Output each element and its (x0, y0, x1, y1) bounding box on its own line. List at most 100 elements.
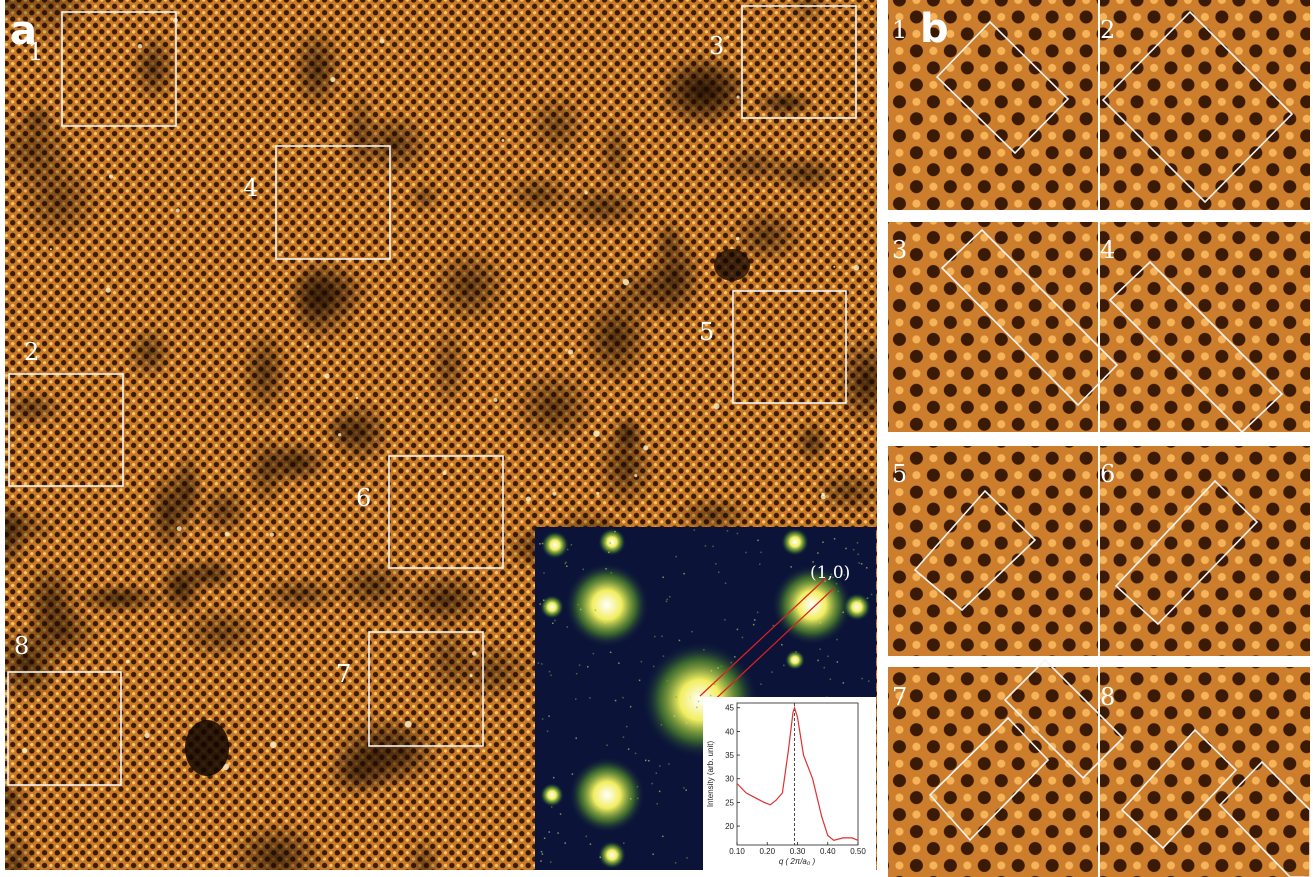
tile-label: 7 (892, 683, 907, 711)
noise-dot (836, 639, 838, 641)
y-tick-label: 20 (725, 822, 734, 831)
noise-dot (705, 545, 707, 547)
bright-spot (714, 403, 720, 409)
noise-dot (759, 564, 761, 566)
bright-spot (509, 840, 512, 843)
bright-spot (526, 496, 531, 501)
noise-dot (604, 622, 606, 624)
box-label: 1 (28, 38, 43, 66)
dark-patch (753, 88, 817, 118)
noise-dot (567, 626, 569, 628)
noise-dot (711, 670, 713, 672)
box-label: 5 (699, 318, 714, 346)
noise-dot (686, 857, 688, 859)
noise-dot (867, 597, 869, 599)
noise-dot (662, 836, 664, 838)
bright-spot (726, 35, 729, 38)
dark-patch (124, 325, 174, 381)
noise-dot (715, 563, 717, 565)
fft-spot (598, 528, 626, 556)
noise-dot (611, 572, 613, 574)
noise-dot (566, 566, 568, 568)
noise-dot (580, 609, 582, 611)
noise-dot (577, 604, 579, 606)
noise-dot (790, 566, 792, 568)
noise-dot (587, 666, 589, 668)
dark-patch (323, 413, 362, 448)
dark-patch (158, 556, 205, 618)
intensity-plot: Intensity (arb. unit) q ( 2π/a₀ ) 202530… (703, 697, 876, 870)
tile-label: 2 (1100, 16, 1115, 44)
noise-dot (857, 542, 859, 544)
noise-dot (539, 603, 541, 605)
box-label: 7 (336, 660, 351, 688)
noise-dot (858, 562, 860, 564)
noise-dot (734, 656, 736, 658)
noise-dot (659, 765, 661, 767)
noise-dot (843, 682, 845, 684)
noise-dot (575, 698, 577, 700)
noise-dot (679, 640, 681, 642)
noise-dot (830, 679, 832, 681)
y-axis-label: Intensity (arb. unit) (706, 741, 715, 808)
dark-patch (713, 145, 793, 186)
noise-dot (609, 542, 611, 544)
bright-spot (325, 373, 330, 378)
noise-dot (771, 671, 773, 673)
bright-spot (833, 266, 835, 268)
noise-dot (538, 662, 540, 664)
noise-dot (583, 569, 585, 571)
noise-dot (866, 567, 868, 569)
noise-dot (552, 623, 554, 625)
noise-dot (543, 599, 545, 601)
box-label: 2 (24, 338, 39, 366)
panel-label: b (920, 6, 949, 52)
peak-label: (1,0) (810, 563, 850, 583)
y-tick-label: 25 (725, 798, 734, 807)
tile (888, 222, 1098, 432)
fft-spot (569, 757, 645, 833)
dark-patch (525, 90, 587, 162)
noise-dot (550, 861, 552, 863)
noise-dot (686, 722, 688, 724)
noise-dot (817, 660, 819, 662)
noise-dot (845, 548, 847, 550)
x-tick-label: 0.30 (790, 847, 806, 856)
noise-dot (666, 599, 668, 601)
noise-dot (623, 842, 625, 844)
fft-spot (540, 595, 564, 619)
noise-dot (696, 707, 698, 709)
noise-dot (586, 836, 588, 838)
noise-dot (637, 786, 639, 788)
dark-patch (24, 602, 99, 662)
noise-dot (737, 533, 739, 535)
dark-patch (419, 617, 474, 700)
tile (888, 667, 1098, 877)
noise-dot (567, 549, 569, 551)
noise-dot (599, 812, 601, 814)
noise-dot (623, 736, 625, 738)
noise-dot (661, 724, 663, 726)
noise-dot (822, 542, 824, 544)
noise-dot (667, 680, 669, 682)
x-tick-label: 0.40 (820, 847, 836, 856)
noise-dot (548, 831, 550, 833)
noise-dot (757, 612, 759, 614)
noise-dot (683, 787, 685, 789)
bright-spot (281, 251, 283, 253)
dark-patch (511, 367, 598, 448)
bright-spot (736, 96, 739, 99)
noise-dot (553, 777, 555, 779)
noise-dot (727, 530, 729, 532)
noise-dot (645, 760, 647, 762)
bright-spot (472, 651, 477, 656)
noise-dot (605, 568, 607, 570)
noise-dot (615, 700, 617, 702)
noise-dot (674, 715, 676, 717)
noise-dot (608, 552, 610, 554)
noise-dot (690, 697, 692, 699)
noise-dot (639, 680, 641, 682)
bright-spot (736, 237, 740, 241)
y-tick-label: 30 (725, 775, 734, 784)
noise-dot (659, 791, 661, 793)
